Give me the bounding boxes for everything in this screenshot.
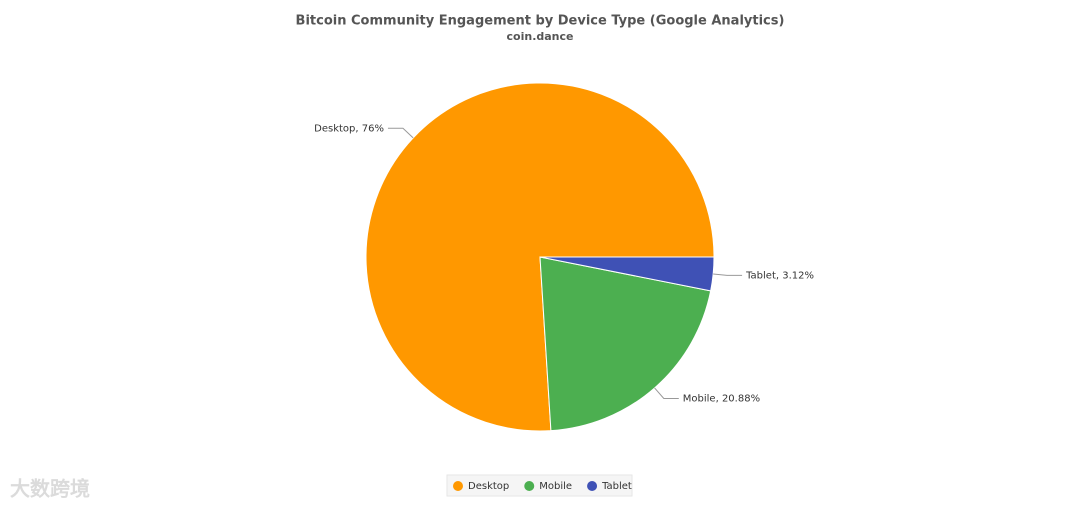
watermark: 大数跨境	[10, 477, 90, 501]
pie-slice	[539, 256, 715, 292]
chart-subtitle: coin.dance	[507, 30, 574, 43]
data-label: Desktop, 76%	[314, 123, 384, 134]
data-label: Mobile, 20.88%	[683, 393, 760, 404]
legend-swatch	[587, 481, 598, 491]
legend-swatch	[524, 481, 535, 491]
legend-label: Tablet	[601, 481, 632, 492]
label-connector	[713, 273, 743, 276]
legend-swatch	[453, 481, 463, 491]
legend-label: Desktop	[468, 481, 509, 492]
pie-slice	[539, 256, 712, 432]
legend-label: Mobile	[539, 481, 572, 492]
label-connector	[654, 387, 679, 399]
data-label: Tablet, 3.12%	[745, 270, 814, 281]
label-connector	[387, 127, 414, 139]
chart-title: Bitcoin Community Engagement by Device T…	[296, 14, 785, 29]
legend-box	[446, 474, 633, 497]
